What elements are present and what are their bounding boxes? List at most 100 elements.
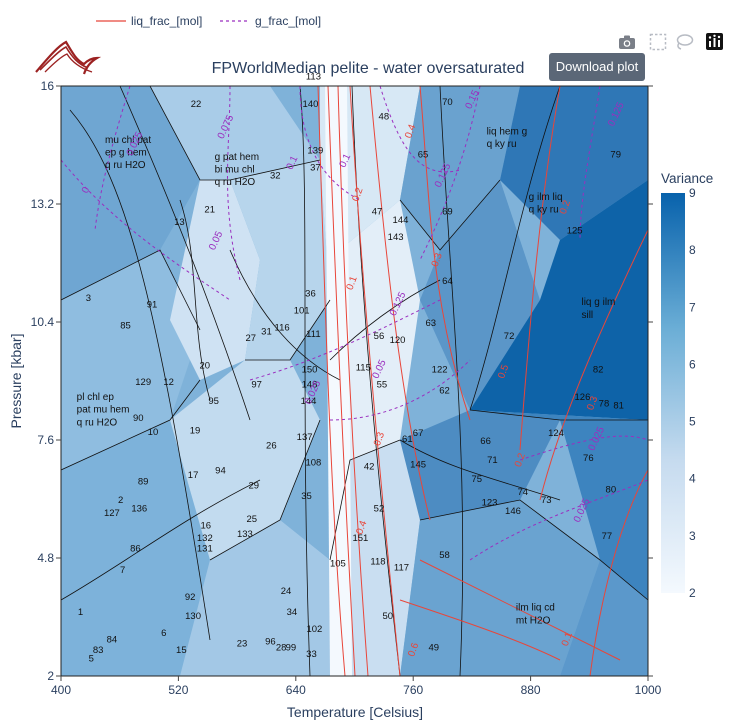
field-number: 61 bbox=[402, 434, 413, 445]
x-tick-label: 400 bbox=[51, 683, 71, 697]
liq-contour-labels: 0.4 0.2 0.3 0.1 0.5 0.3 0.2 0.4 0.1 0.6 0.2 0.3 bbox=[345, 123, 601, 659]
chart-title: FPWorldMedian pelite - water oversaturat… bbox=[212, 60, 525, 77]
liq-contour-label: 0.2 bbox=[350, 186, 365, 203]
variance-field bbox=[180, 520, 330, 676]
variance-field bbox=[400, 500, 600, 676]
field-number: 95 bbox=[208, 396, 219, 407]
liq-contour-label: 0.1 bbox=[560, 631, 575, 648]
field-number: 144 bbox=[301, 396, 317, 407]
g-frac-contour bbox=[469, 479, 648, 561]
x-tick-label: 1000 bbox=[635, 683, 662, 697]
phase-boundary bbox=[149, 86, 321, 181]
field-label: q ky ru bbox=[487, 139, 517, 150]
phase-boundary bbox=[469, 409, 648, 421]
field-number: 21 bbox=[204, 204, 215, 215]
field-number: 105 bbox=[330, 558, 346, 569]
phase-boundary bbox=[245, 299, 331, 361]
field-label: liq hem g bbox=[487, 126, 528, 137]
liq-frac-contour bbox=[349, 86, 401, 676]
field-number: 86 bbox=[130, 544, 141, 555]
g-frac-contour bbox=[94, 86, 131, 231]
field-number: 50 bbox=[382, 611, 393, 622]
field-number: 22 bbox=[191, 99, 202, 110]
phase-boundary bbox=[399, 179, 501, 251]
phase-boundary bbox=[69, 109, 211, 641]
g-contour-label: 0.1 bbox=[285, 154, 301, 172]
variance-field bbox=[330, 440, 420, 676]
variance-field bbox=[170, 360, 320, 560]
field-number: 148 bbox=[302, 379, 318, 390]
liq-frac-contour bbox=[589, 469, 648, 676]
variance-fields bbox=[61, 86, 648, 676]
field-number: 64 bbox=[442, 276, 453, 287]
g-frac-contour bbox=[519, 435, 648, 461]
liq-contour-label: 0.3 bbox=[585, 395, 600, 412]
liq-contour-label: 0.1 bbox=[345, 274, 360, 291]
field-label: q ru H2O bbox=[77, 417, 118, 428]
field-label: bi mu chl bbox=[215, 164, 255, 175]
y-tick-label: 13.2 bbox=[31, 197, 55, 211]
field-number: 70 bbox=[442, 97, 453, 108]
field-number: 62 bbox=[439, 386, 450, 397]
field-number: 108 bbox=[305, 457, 321, 468]
field-number: 31 bbox=[261, 327, 272, 338]
field-number: 139 bbox=[307, 145, 323, 156]
field-number: 52 bbox=[374, 504, 385, 515]
field-number: 85 bbox=[120, 320, 131, 331]
field-number: 146 bbox=[505, 506, 521, 517]
field-label: pl chl ep bbox=[77, 392, 115, 403]
liq-frac-contour bbox=[369, 86, 431, 521]
variance-field bbox=[400, 410, 560, 520]
liq-frac-contour bbox=[539, 229, 648, 501]
field-number: 101 bbox=[294, 306, 310, 317]
field-number: 90 bbox=[133, 413, 144, 424]
field-number: 80 bbox=[606, 485, 617, 496]
box-select-icon[interactable] bbox=[649, 33, 667, 51]
field-number: 63 bbox=[426, 318, 437, 329]
field-label: q ky ru bbox=[529, 204, 559, 215]
field-number: 7 bbox=[120, 565, 125, 576]
field-number: 24 bbox=[281, 586, 292, 597]
phase-boundary bbox=[209, 419, 321, 561]
camera-icon[interactable] bbox=[618, 34, 636, 50]
field-number: 10 bbox=[148, 427, 159, 438]
colorbar-tick-label: 6 bbox=[689, 357, 696, 371]
variance-field bbox=[61, 250, 200, 470]
field-number: 73 bbox=[541, 495, 552, 506]
download-plot-button[interactable]: Download plot bbox=[549, 53, 645, 81]
liq-contour-label: 0.3 bbox=[372, 430, 387, 447]
g-frac-contour bbox=[227, 86, 241, 281]
field-label: q ru H2O bbox=[215, 177, 256, 188]
field-number: 1 bbox=[78, 607, 83, 618]
phase-boundary bbox=[229, 249, 341, 381]
plotly-logo-icon[interactable] bbox=[706, 33, 723, 50]
liq-contour-label: 0.3 bbox=[430, 251, 445, 268]
field-number: 144 bbox=[393, 215, 409, 226]
lasso-icon[interactable] bbox=[674, 33, 694, 51]
colorbar-tick-label: 5 bbox=[689, 415, 696, 429]
field-label: ep g hem bbox=[105, 148, 147, 159]
field-number: 126 bbox=[575, 392, 591, 403]
y-tick-label: 10.4 bbox=[31, 315, 55, 329]
phase-boundary bbox=[119, 86, 251, 421]
y-tick-label: 7.6 bbox=[37, 433, 54, 447]
field-number: 32 bbox=[270, 171, 281, 182]
field-number: 37 bbox=[310, 162, 321, 173]
g-frac-contour bbox=[419, 86, 481, 261]
field-label: q ru H2O bbox=[105, 160, 146, 171]
y-tick-label: 16 bbox=[41, 79, 55, 93]
field-label: mt H2O bbox=[516, 615, 551, 626]
field-number: 136 bbox=[131, 504, 147, 515]
variance-field bbox=[470, 410, 648, 600]
field-number: 83 bbox=[93, 645, 104, 656]
field-number: 6 bbox=[161, 628, 166, 639]
field-number: 111 bbox=[306, 329, 320, 340]
field-number: 75 bbox=[472, 474, 483, 485]
liq-contour-label: 0.6 bbox=[406, 641, 421, 658]
field-number: 97 bbox=[251, 379, 262, 390]
field-number: 20 bbox=[200, 360, 211, 371]
field-number: 151 bbox=[352, 533, 368, 544]
g-contour-label: 0.1 bbox=[337, 152, 353, 170]
field-number: 33 bbox=[306, 649, 317, 660]
liq-frac-contour bbox=[399, 599, 561, 661]
